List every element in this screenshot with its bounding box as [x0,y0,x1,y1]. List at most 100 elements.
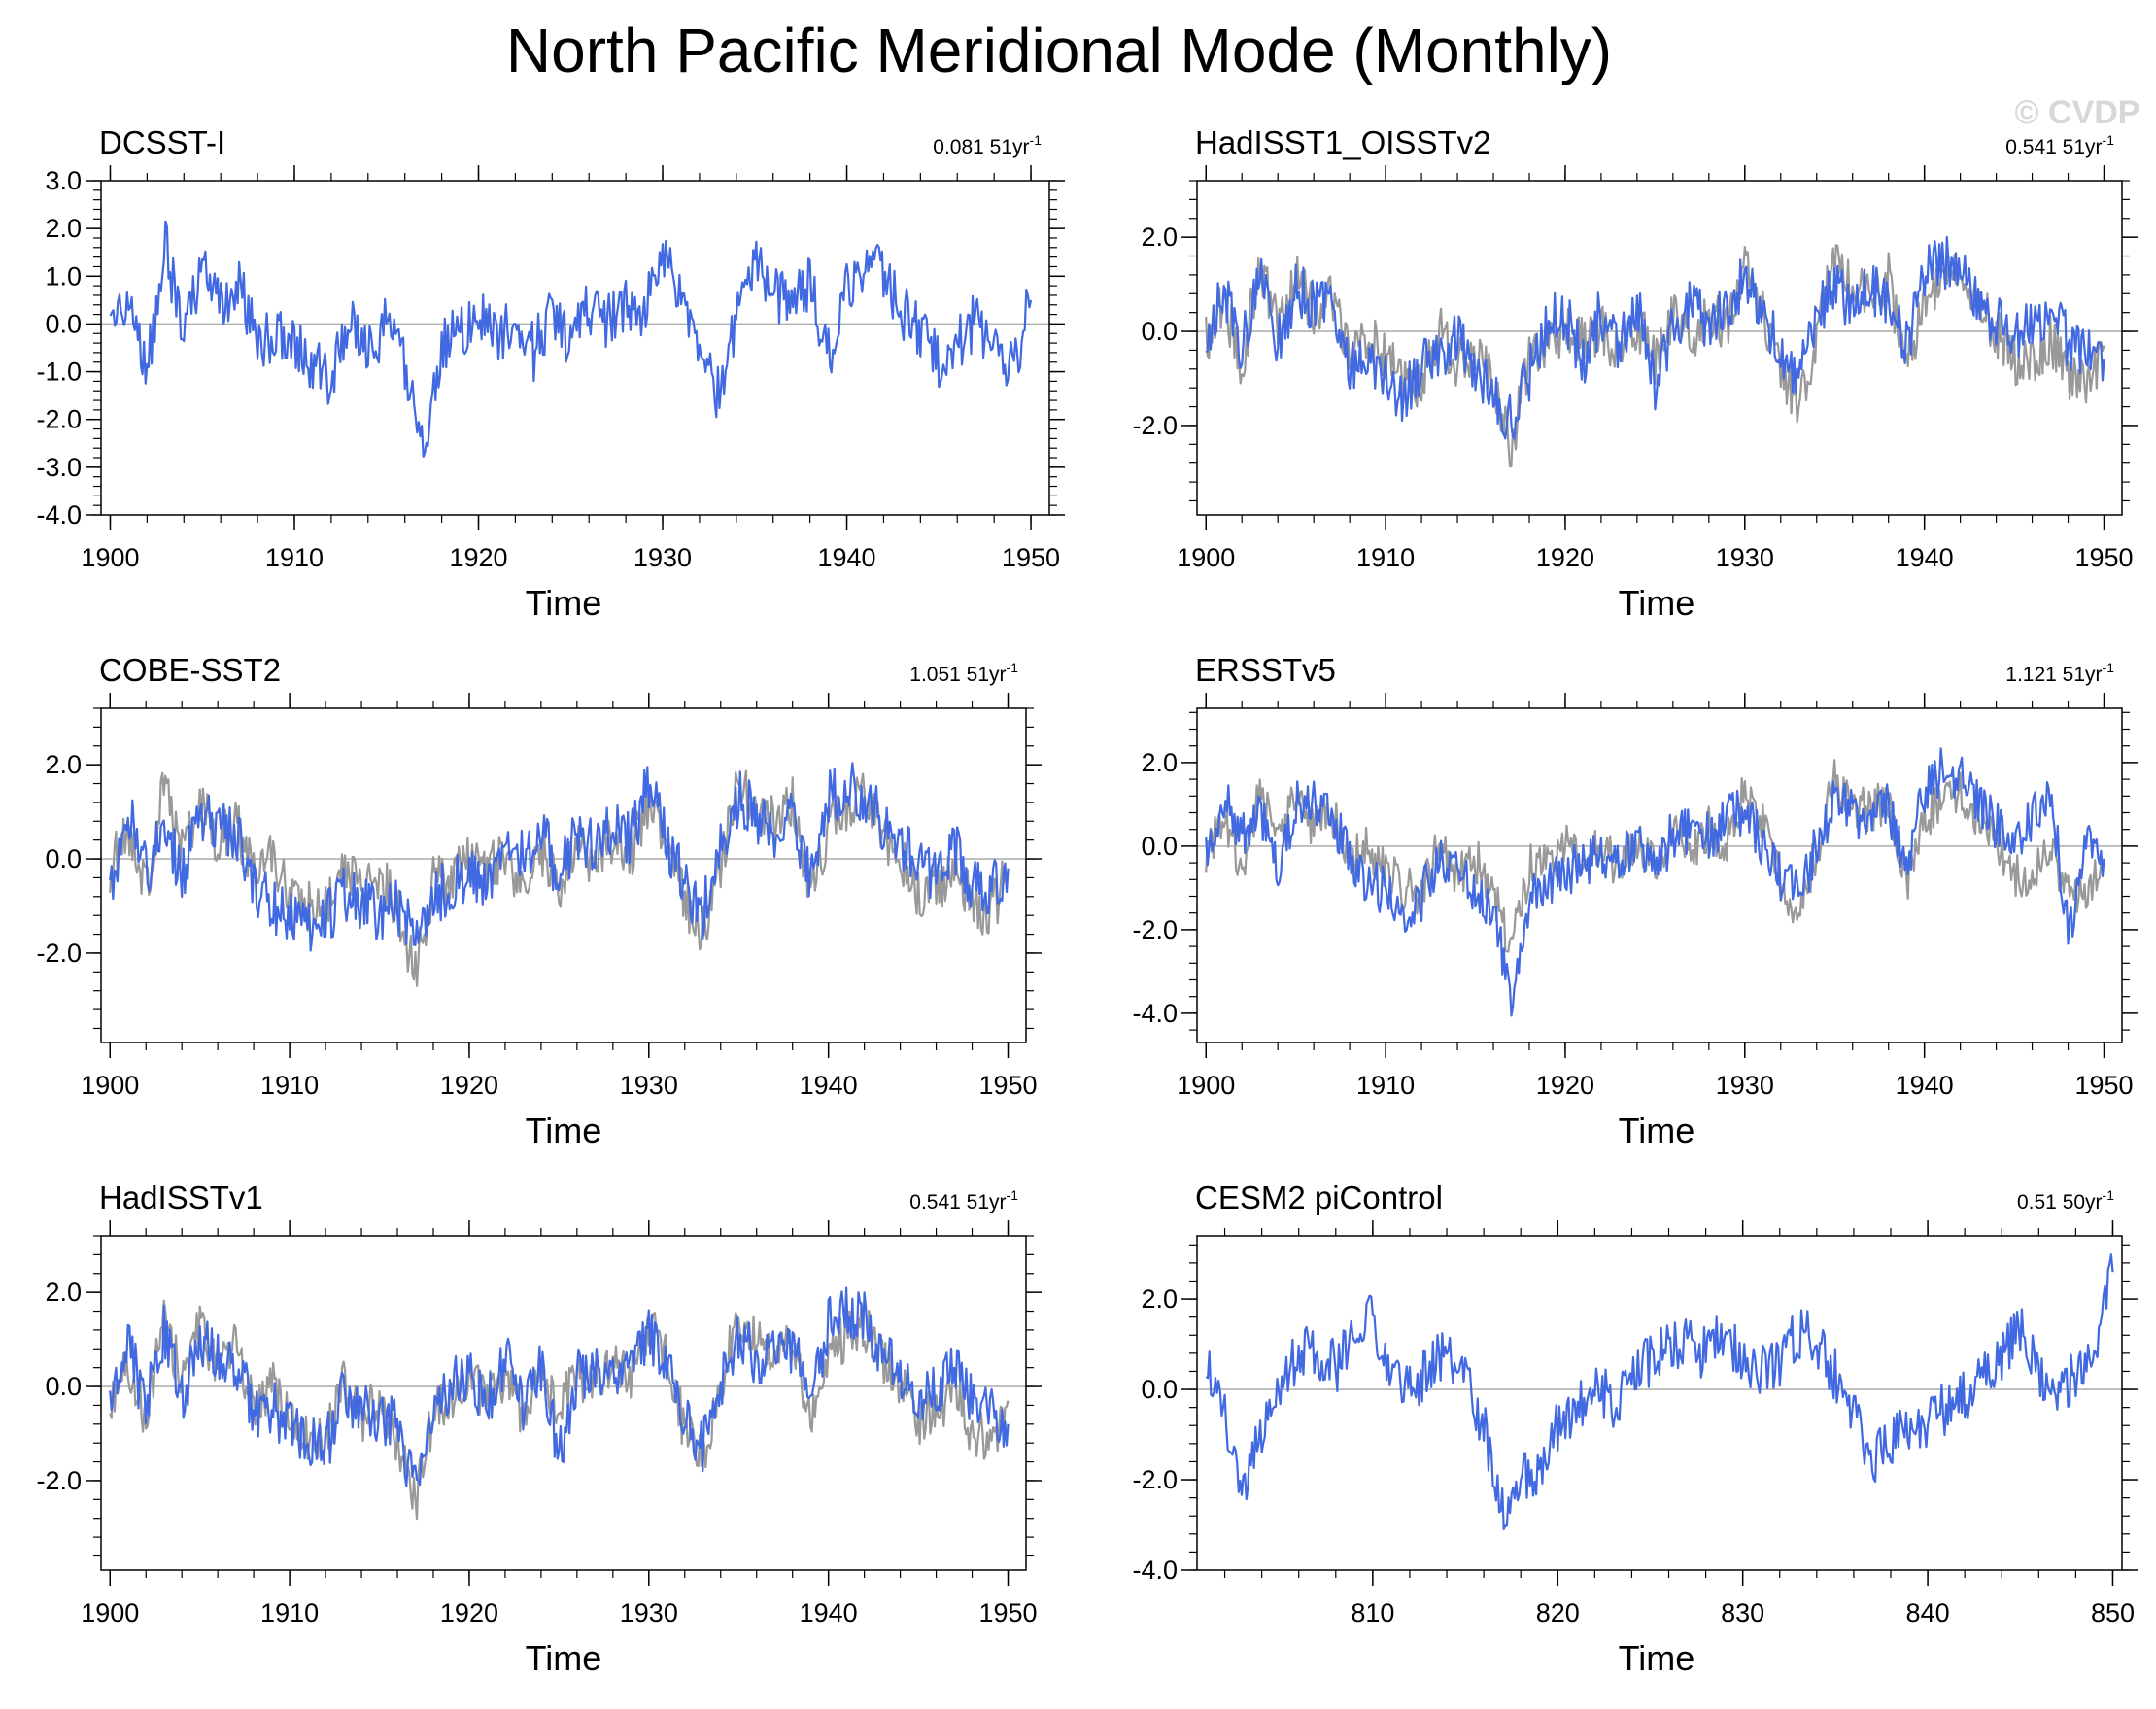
x-tick-label: 1900 [81,1598,139,1627]
y-tick-label: 2.0 [45,1278,82,1307]
y-tick-label: -2.0 [1132,411,1178,440]
trend-value: 0.081 51yr [933,136,1029,158]
y-tick-label: 0.0 [45,309,82,338]
series-line [109,1286,1010,1487]
plot-frame [100,707,1027,1043]
y-tick-label: 0.0 [45,1372,82,1401]
x-tick-label: 1940 [800,1598,858,1627]
x-tick-label: 1910 [260,1598,319,1627]
series-line [109,220,1033,458]
x-tick-label: 1930 [1716,1071,1774,1100]
plot-frame [100,180,1050,516]
x-tick-label: 840 [1906,1598,1950,1627]
trend-annotation: 0.541 51yr-1 [2005,132,2114,158]
y-tick-label: 2.0 [45,214,82,243]
y-tick-label: -2.0 [1132,915,1178,944]
y-tick-label: -1.0 [36,358,82,387]
panel-2: HadISST1_OISSTv2 0.541 51yr-1 2.0 0.0 -2.0 19… [1132,124,2138,623]
x-tick-label: 1930 [620,1071,678,1100]
x-tick-label: 1950 [978,1071,1037,1100]
x-tick-label: 1940 [817,543,875,572]
trend-exponent: -1 [1007,1187,1019,1203]
y-tick-label: 3.0 [45,166,82,195]
plot-frame [1196,1235,2123,1571]
x-tick-label: 1950 [1002,543,1060,572]
trend-value: 0.541 51yr [909,1191,1006,1213]
x-tick-label: 830 [1721,1598,1764,1627]
trend-annotation: 0.541 51yr-1 [909,1187,1018,1213]
x-tick-label: 1910 [1356,543,1415,572]
y-tick-label: -4.0 [1132,999,1178,1028]
series-line [1205,1253,2114,1531]
x-axis-label: Time [1619,1638,1695,1678]
x-tick-label: 1920 [1536,1071,1594,1100]
y-tick-label: 0.0 [1141,317,1178,346]
x-tick-label: 850 [2091,1598,2135,1627]
x-tick-label: 1910 [260,1071,319,1100]
x-tick-label: 1920 [449,543,507,572]
panel-title: COBE-SST2 [99,652,281,688]
trend-exponent: -1 [2103,1187,2115,1203]
y-tick-label: -3.0 [36,453,82,482]
trend-annotation: 0.51 50yr-1 [2017,1187,2114,1213]
y-tick-label: 2.0 [45,750,82,779]
panel-title: CESM2 piControl [1195,1179,1443,1215]
trend-value: 0.541 51yr [2005,136,2102,158]
y-tick-label: -2.0 [36,1466,82,1495]
y-tick-label: -4.0 [36,500,82,530]
trend-exponent: -1 [2103,660,2115,675]
plot-frame [100,1235,1027,1571]
x-axis-label: Time [1619,1111,1695,1150]
x-tick-label: 820 [1536,1598,1580,1627]
panel-title: DCSST-I [99,124,225,160]
trend-value: 0.51 50yr [2017,1191,2103,1213]
y-tick-label: -2.0 [36,939,82,968]
x-axis-label: Time [526,1111,602,1150]
x-axis-label: Time [1619,583,1695,623]
reference-series-line [109,769,1010,987]
x-tick-label: 1950 [2074,1071,2133,1100]
trend-annotation: 1.121 51yr-1 [2005,660,2114,686]
panel-1: DCSST-I 0.081 51yr-1 3.0 2.0 1.0 0.0 -1.0 -2.0 -… [36,124,1065,623]
x-tick-label: 1930 [620,1598,678,1627]
panel-title: HadISST1_OISSTv2 [1195,124,1490,160]
x-tick-label: 1930 [1716,543,1774,572]
x-tick-label: 1920 [440,1071,498,1100]
trend-value: 1.051 51yr [909,664,1006,686]
y-tick-label: 2.0 [1141,222,1178,252]
x-tick-label: 1900 [81,1071,139,1100]
y-tick-label: 0.0 [1141,1375,1178,1404]
x-tick-label: 810 [1351,1598,1394,1627]
x-tick-label: 1950 [2074,543,2133,572]
y-tick-label: 0.0 [1141,832,1178,861]
y-tick-label: 0.0 [45,844,82,873]
series-line [109,762,1010,952]
panel-3: COBE-SST2 1.051 51yr-1 2.0 0.0 -2.0 1900 1910 1… [36,652,1042,1150]
trend-annotation: 0.081 51yr-1 [933,132,1042,158]
trend-annotation: 1.051 51yr-1 [909,660,1018,686]
y-tick-label: -2.0 [1132,1465,1178,1494]
x-tick-label: 1910 [265,543,324,572]
x-tick-label: 1920 [440,1598,498,1627]
trend-exponent: -1 [1007,660,1019,675]
x-tick-label: 1900 [81,543,139,572]
x-axis-label: Time [526,1638,602,1678]
reference-series-line [109,1299,1010,1521]
y-tick-label: 2.0 [1141,1284,1178,1314]
panels: DCSST-I 0.081 51yr-13.02.01.00.0-1.0-2.0-… [36,124,2138,1678]
x-tick-label: 1940 [1896,1071,1954,1100]
panel-6: CESM2 piControl 0.51 50yr-1 2.0 0.0 -2.0 -4.0… [1132,1179,2138,1678]
panel-4: ERSSTv5 1.121 51yr-1 2.0 0.0 -2.0 -4.0 1900 191… [1132,652,2138,1150]
y-tick-label: 1.0 [45,261,82,291]
x-tick-label: 1940 [1896,543,1954,572]
x-tick-label: 1940 [800,1071,858,1100]
x-tick-label: 1910 [1356,1071,1415,1100]
x-tick-label: 1930 [633,543,692,572]
panel-5: HadISSTv1 0.541 51yr-1 2.0 0.0 -2.0 1900 1910 1… [36,1179,1042,1678]
watermark: © CVDP [2015,94,2140,131]
x-tick-label: 1950 [978,1598,1037,1627]
figure-title: North Pacific Meridional Mode (Monthly) [506,16,1612,85]
plot-frame [1196,707,2123,1043]
trend-value: 1.121 51yr [2005,664,2102,686]
